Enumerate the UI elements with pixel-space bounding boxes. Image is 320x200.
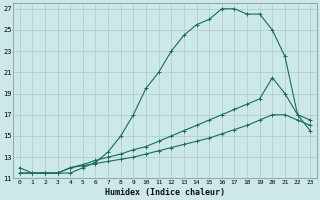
X-axis label: Humidex (Indice chaleur): Humidex (Indice chaleur) xyxy=(105,188,225,197)
